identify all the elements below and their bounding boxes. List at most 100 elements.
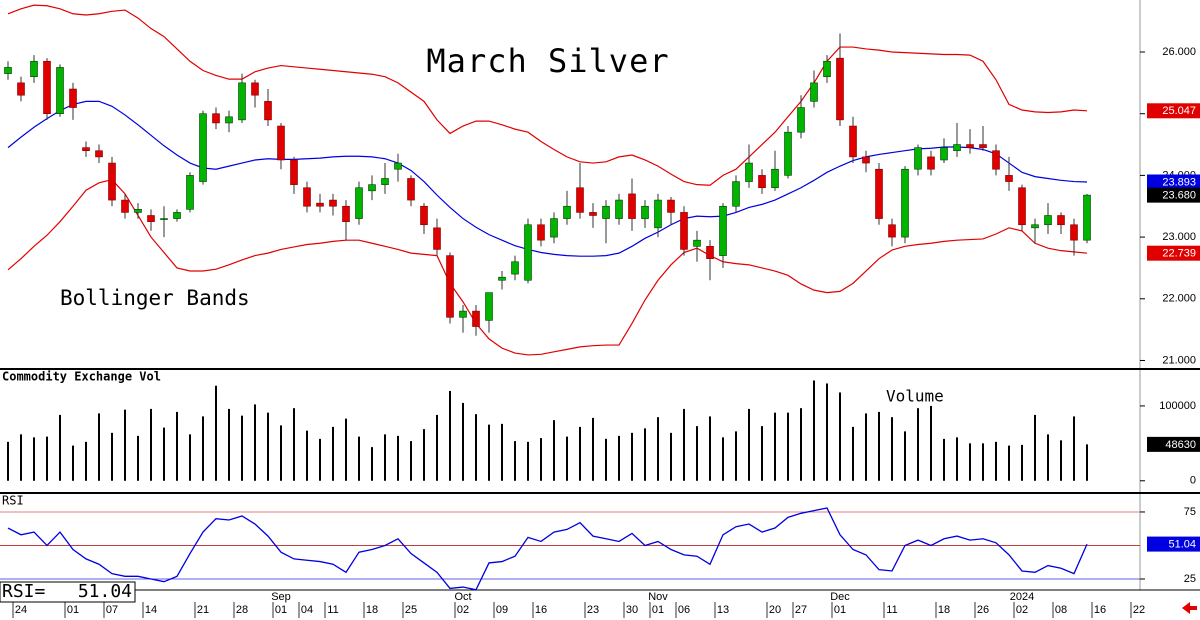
- bollinger-band: [7, 100, 1088, 257]
- volume-bar: [345, 418, 347, 481]
- candle-body: [43, 60, 51, 115]
- value-marker: [1147, 245, 1200, 261]
- x-tick-label: 18: [938, 604, 950, 616]
- month-label: Sep: [271, 591, 291, 603]
- value-marker: [1147, 436, 1200, 452]
- volume-bar: [878, 411, 880, 481]
- volume-bar: [124, 409, 126, 481]
- x-tick-label: 14: [145, 604, 157, 616]
- readout-label: RSI=: [2, 581, 46, 602]
- x-tick-label: 20: [769, 604, 781, 616]
- value-marker: [1147, 536, 1200, 552]
- candle-body: [511, 261, 519, 275]
- x-tick-label: 01: [834, 604, 846, 616]
- volume-bar: [722, 437, 724, 481]
- candle-body: [446, 255, 454, 318]
- value-marker-label: 51.04: [1168, 538, 1196, 550]
- candle-body: [589, 212, 597, 216]
- x-tick-label: 24: [15, 604, 27, 616]
- candle-body: [290, 159, 298, 185]
- candle-body: [459, 310, 467, 318]
- volume-bar: [436, 414, 438, 481]
- candle-body: [225, 116, 233, 124]
- x-tick-label: 08: [1055, 604, 1067, 616]
- candle-body: [979, 144, 987, 148]
- candle-body: [550, 218, 558, 238]
- x-tick-label: 11: [327, 604, 338, 616]
- candle-body: [316, 202, 324, 207]
- volume-bar: [1073, 416, 1075, 481]
- volume-bar: [280, 425, 282, 481]
- candle-body: [914, 147, 922, 170]
- volume-bar: [488, 424, 490, 481]
- volume-bar: [514, 441, 516, 481]
- value-marker-label: 23.893: [1162, 176, 1196, 188]
- candle-body: [693, 239, 701, 247]
- volume-bar: [384, 434, 386, 481]
- volume-bar: [228, 408, 230, 481]
- volume-bar: [540, 438, 542, 481]
- candle-body: [147, 215, 155, 222]
- volume-bar: [137, 435, 139, 481]
- volume-bar: [1047, 434, 1049, 481]
- scroll-arrow[interactable]: [1182, 602, 1197, 614]
- x-tick-label: 13: [717, 604, 729, 616]
- candle-body: [992, 150, 1000, 170]
- volume-bar: [657, 417, 659, 481]
- volume-bar: [293, 408, 295, 481]
- annotation: Volume: [886, 387, 944, 406]
- volume-bar: [813, 380, 815, 481]
- candle-body: [836, 57, 844, 121]
- candle-body: [524, 224, 532, 281]
- rsi-line: [7, 507, 1088, 591]
- y-tick-label: 75: [1184, 506, 1196, 518]
- x-tick-label: 16: [1094, 604, 1106, 616]
- volume-bar: [696, 426, 698, 481]
- candle-body: [160, 218, 168, 220]
- volume-bar: [332, 426, 334, 481]
- volume-bar: [189, 434, 191, 481]
- x-tick-label: 16: [535, 604, 547, 616]
- value-marker-label: 22.739: [1162, 248, 1196, 260]
- volume-bar: [683, 408, 685, 481]
- candle-body: [186, 175, 194, 210]
- annotation: Bollinger Bands: [60, 286, 250, 310]
- candle-body: [433, 227, 441, 250]
- volume-bar: [1021, 444, 1023, 481]
- volume-bar: [735, 431, 737, 481]
- value-marker-label: 48630: [1165, 439, 1196, 451]
- panel-title: Commodity Exchange Vol: [2, 370, 161, 384]
- volume-bar: [475, 414, 477, 481]
- candle-body: [95, 150, 103, 158]
- volume-bar: [267, 412, 269, 481]
- x-tick-label: 01: [275, 604, 287, 616]
- candle-body: [82, 147, 90, 152]
- candle-body: [719, 205, 727, 256]
- value-marker: [1147, 187, 1200, 203]
- volume-bar: [618, 435, 620, 481]
- x-tick-label: 11: [886, 604, 897, 616]
- volume-bar: [995, 441, 997, 481]
- candle-body: [849, 125, 857, 158]
- candle-body: [17, 82, 25, 96]
- candle-body: [173, 212, 181, 219]
- candle-body: [875, 168, 883, 219]
- candle-body: [758, 175, 766, 189]
- volume-bar: [20, 434, 22, 481]
- volume-bar: [176, 411, 178, 481]
- x-tick-label: 07: [106, 604, 118, 616]
- candle-body: [381, 178, 389, 185]
- volume-bar: [553, 420, 555, 481]
- candle-body: [823, 60, 831, 77]
- candle-body: [199, 113, 207, 182]
- candle-body: [732, 181, 740, 207]
- candle-body: [264, 101, 272, 121]
- panel-title: RSI: [2, 494, 24, 508]
- candle-body: [563, 205, 571, 219]
- volume-bar: [306, 430, 308, 481]
- month-label: Nov: [648, 591, 668, 603]
- candle-body: [56, 67, 64, 115]
- volume-bar: [1008, 445, 1010, 481]
- candle-body: [641, 205, 649, 219]
- volume-bar: [943, 438, 945, 481]
